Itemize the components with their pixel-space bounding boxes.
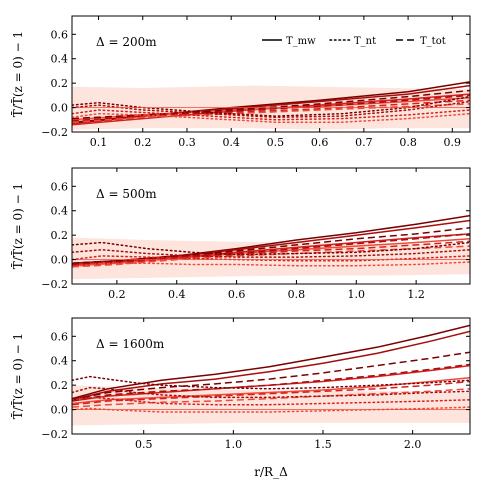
x-tick-label: 0.6 xyxy=(228,288,246,301)
y-tick-label: 0.4 xyxy=(51,53,69,66)
series-line-dashed xyxy=(72,89,470,120)
series-line-dotted xyxy=(72,100,470,119)
series-line-dotted xyxy=(72,406,470,413)
series-line-dotted xyxy=(72,95,470,117)
y-tick-label: 0.0 xyxy=(51,404,69,417)
series-line-dashed xyxy=(72,240,470,267)
series-line-dashed xyxy=(72,363,470,402)
y-tick-label: 0.6 xyxy=(51,180,69,193)
series-line-dotted xyxy=(72,261,470,268)
legend-label: T_mw xyxy=(286,36,316,47)
series-line-dotted xyxy=(72,249,470,258)
y-axis-title: T̄/T̄(z = 0) − 1 xyxy=(10,31,25,117)
series-line-dotted xyxy=(72,255,470,262)
panel-frame xyxy=(71,15,471,133)
x-tick-label: 0.5 xyxy=(267,136,285,149)
series-line-solid xyxy=(72,324,470,400)
panel-frame xyxy=(71,317,471,435)
legend-label: T_tot xyxy=(420,36,446,47)
x-tick-label: 0.1 xyxy=(90,136,108,149)
y-axis-title: T̄/T̄(z = 0) − 1 xyxy=(10,333,25,419)
series-line-solid xyxy=(72,330,470,401)
plot-area xyxy=(72,81,470,130)
x-tick-label: 0.8 xyxy=(288,288,306,301)
series-line-dashed xyxy=(72,227,470,264)
panels-group: 0.1 0.2 0.3 0.4 0.5 0.6 0.7 0.8 0.9 −0.2 0.0 0.2 0.4… xyxy=(41,15,471,451)
x-tick-label: 0.4 xyxy=(222,136,240,149)
x-tick-label: 1.0 xyxy=(348,288,366,301)
series-line-dashed xyxy=(72,380,470,406)
y-tick-label: 0.2 xyxy=(51,77,69,90)
series-line-dotted xyxy=(72,241,470,256)
x-tick-label: 0.5 xyxy=(135,438,153,451)
series-line-dotted xyxy=(72,386,470,399)
x-tick-label: 0.8 xyxy=(399,136,417,149)
series-line-dashed xyxy=(72,388,470,408)
x-tick-label: 0.7 xyxy=(355,136,373,149)
panel-0: 0.1 0.2 0.3 0.4 0.5 0.6 0.7 0.8 0.9 −0.2 0.0 0.2 0.4… xyxy=(41,15,471,149)
y-tick-label: −0.2 xyxy=(41,278,68,291)
x-tick-label: 0.9 xyxy=(444,136,462,149)
y-tick-label: 0.4 xyxy=(51,355,69,368)
panel-label: Δ = 200m xyxy=(96,35,157,49)
x-tick-label: 1.5 xyxy=(314,438,332,451)
panel-frame xyxy=(71,167,471,285)
x-tick-label: 0.2 xyxy=(134,136,152,149)
x-tick-label: 0.3 xyxy=(178,136,196,149)
panel-label: Δ = 1600m xyxy=(96,337,165,351)
series-line-dashed xyxy=(72,233,470,266)
series-line-solid xyxy=(72,233,470,266)
series-line-dotted xyxy=(72,396,470,406)
x-tick-label: 0.2 xyxy=(108,288,126,301)
x-tick-label: 0.6 xyxy=(311,136,329,149)
y-axis-title: T̄/T̄(z = 0) − 1 xyxy=(10,183,25,269)
y-tick-label: 0.4 xyxy=(51,205,69,218)
y-tick-label: −0.2 xyxy=(41,428,68,441)
y-tick-label: 0.0 xyxy=(51,254,69,267)
series-line-solid xyxy=(72,238,470,267)
y-tick-label: 0.6 xyxy=(51,28,69,41)
panel-1: 0.2 0.4 0.6 0.8 1.0 1.2 −0.2 0.0 0.2 0.4 0.6 Δ = 50… xyxy=(41,167,471,301)
x-tick-label: 1.0 xyxy=(225,438,243,451)
x-tick-label: 1.2 xyxy=(407,288,425,301)
y-tick-label: 0.2 xyxy=(51,229,69,242)
y-tick-label: 0.2 xyxy=(51,379,69,392)
series-line-dotted xyxy=(72,109,470,121)
series-line-dotted xyxy=(72,375,470,390)
series-line-dashed xyxy=(72,351,470,401)
y-tick-label: −0.2 xyxy=(41,126,68,139)
x-tick-label: 2.0 xyxy=(404,438,422,451)
panel-2: 0.5 1.0 1.5 2.0 −0.2 0.0 0.2 0.4 0.6 Δ = 1600m xyxy=(41,317,471,451)
panel-label: Δ = 500m xyxy=(96,187,157,201)
legend: T_mw T_nt T_tot xyxy=(262,36,446,47)
series-line-dotted xyxy=(72,112,470,123)
y-tick-label: 0.0 xyxy=(51,102,69,115)
x-tick-label: 0.4 xyxy=(168,288,186,301)
plot-area xyxy=(72,214,470,280)
y-tick-label: 0.6 xyxy=(51,330,69,343)
x-axis-title: r/R_Δ xyxy=(254,465,288,479)
legend-label: T_nt xyxy=(354,36,376,47)
series-line-dashed xyxy=(72,94,470,122)
plot-area xyxy=(72,324,470,426)
